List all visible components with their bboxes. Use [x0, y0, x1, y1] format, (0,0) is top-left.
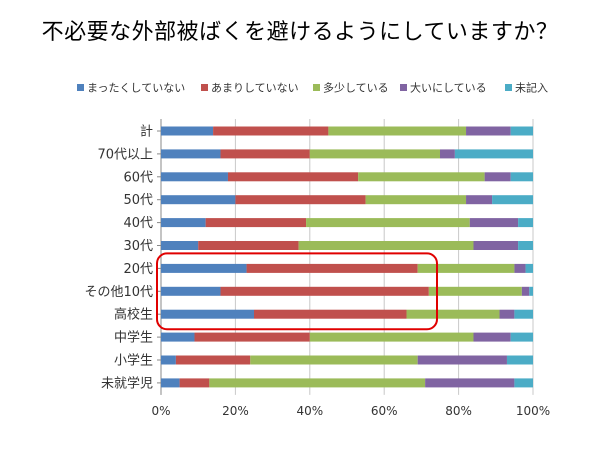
x-tick-label: 100%	[516, 404, 550, 418]
bar-segment	[298, 241, 474, 250]
category-label: 30代	[123, 239, 153, 254]
bar-segment	[425, 378, 515, 388]
bar-segment	[175, 355, 251, 365]
x-tick-label: 0%	[151, 404, 170, 418]
x-tick-label: 60%	[371, 404, 398, 418]
bar-segment	[525, 263, 533, 273]
bar-segment	[358, 172, 485, 182]
bar-segment	[179, 378, 210, 388]
bar-segment	[492, 195, 533, 205]
bar-segment	[161, 218, 206, 228]
bar-segment	[518, 218, 533, 228]
chart-title: 不必要な外部被ばくを避けるようにしていますか？	[41, 20, 559, 45]
x-tick-label: 20%	[222, 404, 249, 418]
bar-segment	[510, 126, 533, 136]
bar-segment	[161, 172, 228, 182]
bar-segment	[466, 195, 493, 205]
bar-segment	[473, 241, 519, 250]
bar-segment	[506, 355, 533, 365]
bar-segment	[161, 309, 254, 319]
bar-segment	[220, 149, 310, 159]
bar-segment	[454, 149, 533, 159]
category-label: 中学生	[114, 330, 153, 346]
x-tick-label: 40%	[296, 404, 323, 418]
bar-segment	[529, 286, 533, 296]
bar-segment	[205, 218, 307, 228]
legend-label: まったくしていない	[87, 82, 185, 95]
highlight-box	[156, 252, 438, 331]
category-label: 70代以上	[97, 147, 153, 162]
bar-segment	[521, 286, 530, 296]
bar-segment	[246, 263, 418, 273]
bar-segment	[161, 332, 195, 342]
bar-segment	[306, 218, 470, 228]
bar-segment	[194, 332, 310, 342]
legend-swatch	[201, 84, 208, 91]
bar-segment	[161, 241, 199, 250]
bar-segment	[510, 332, 533, 342]
bar-segment	[161, 126, 214, 136]
legend-label: あまりしていない	[211, 82, 299, 95]
bar-segment	[518, 241, 533, 250]
bar-segment	[510, 172, 533, 182]
category-label: 高校生	[114, 307, 153, 323]
bar-segment	[161, 195, 236, 205]
category-label: 40代	[123, 216, 153, 231]
bar-segment	[198, 241, 299, 250]
legend-label: 大いにしている	[410, 81, 487, 95]
category-label: 小学生	[114, 353, 153, 369]
legend-label: 多少している	[323, 81, 389, 95]
bar-segment	[161, 263, 247, 273]
bar-segment	[417, 263, 515, 273]
legend-label: 未記入	[515, 81, 548, 95]
category-label: 60代	[123, 170, 153, 185]
bar-segment	[514, 378, 533, 388]
bar-segment	[235, 195, 366, 205]
bar-segment	[254, 309, 407, 319]
bar-segment	[514, 263, 526, 273]
bar-segment	[406, 309, 500, 319]
bar-segment	[220, 286, 429, 296]
bar-segment	[250, 355, 418, 365]
legend-swatch	[505, 84, 512, 91]
bar-segment	[161, 355, 176, 365]
bar-segment	[514, 309, 533, 319]
bar-segment	[466, 126, 511, 136]
bar-segment	[161, 378, 180, 388]
category-label: 計	[140, 124, 153, 140]
category-label: その他10代	[84, 285, 153, 300]
bar-segment	[499, 309, 515, 319]
bar-segment	[440, 149, 455, 159]
bar-segment	[328, 126, 467, 136]
bar-segment	[473, 332, 511, 342]
legend-swatch	[77, 84, 84, 91]
bar-segment	[365, 195, 467, 205]
category-label: 未就学児	[101, 375, 153, 391]
bar-segment	[309, 149, 440, 159]
bar-segment	[213, 126, 329, 136]
bar-segment	[209, 378, 426, 388]
bar-segment	[428, 286, 522, 296]
category-label: 50代	[123, 193, 153, 208]
bar-segment	[469, 218, 519, 228]
bar-segment	[161, 286, 221, 296]
x-tick-label: 80%	[445, 404, 472, 418]
legend-swatch	[313, 84, 320, 91]
category-label: 20代	[123, 262, 153, 277]
legend-swatch	[400, 84, 407, 91]
bar-segment	[484, 172, 511, 182]
bar-segment	[417, 355, 507, 365]
bar-segment	[161, 149, 221, 159]
bar-segment	[227, 172, 359, 182]
bar-segment	[309, 332, 474, 342]
